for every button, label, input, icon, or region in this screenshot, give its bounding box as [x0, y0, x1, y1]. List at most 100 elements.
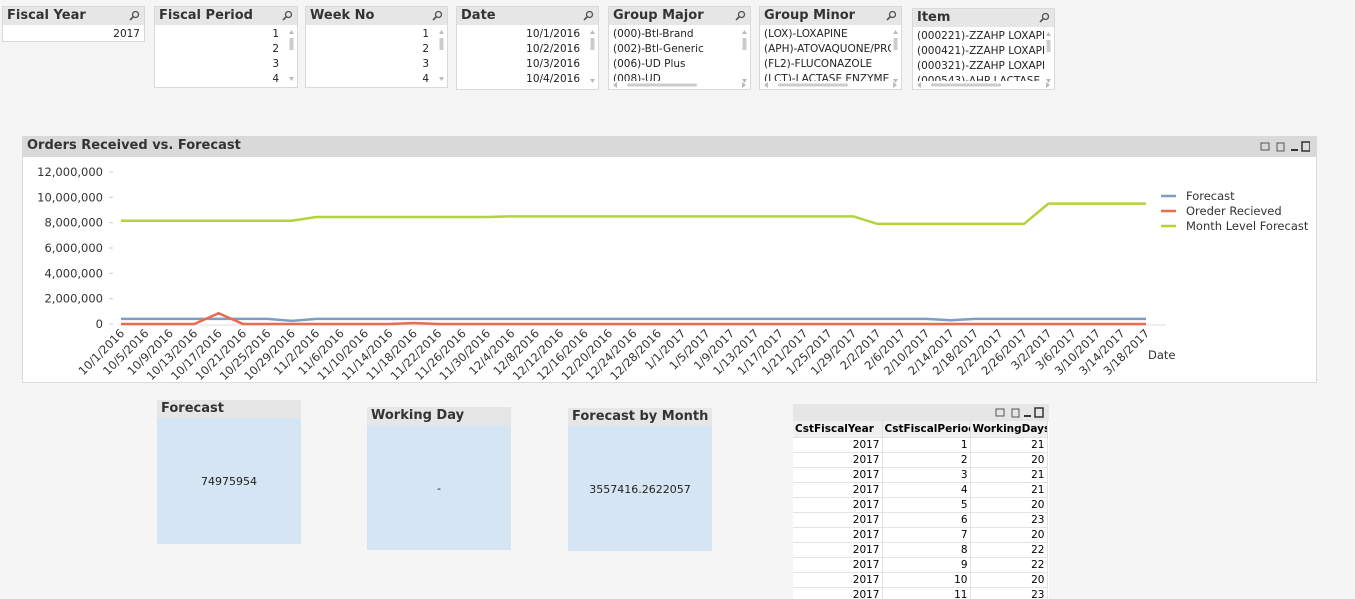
list-box-title: Fiscal Year [7, 8, 86, 23]
table-cell: 7 [882, 527, 971, 543]
list-box-caption: Item [913, 9, 1054, 27]
scrollbar[interactable] [613, 82, 746, 88]
table-row: 2017 11 23 [793, 587, 1048, 599]
list-item[interactable]: 4 [272, 73, 279, 85]
line-series [121, 202, 1146, 226]
scrollbar[interactable] [1045, 31, 1052, 85]
list-item[interactable]: 3 [422, 58, 429, 70]
search-icon[interactable] [735, 10, 746, 21]
text-object-title: Forecast [161, 401, 224, 416]
list-item[interactable]: (000)-Btl-Brand [613, 28, 694, 40]
search-icon[interactable] [129, 10, 140, 21]
list-items: 1 2 3 4 [306, 27, 433, 87]
scroll-arrow [289, 30, 294, 34]
scrollbar[interactable] [764, 82, 897, 88]
list-box-caption: Fiscal Year [3, 7, 144, 25]
table-cell: 2017 [793, 437, 883, 453]
list-box-caption: Fiscal Period [155, 7, 297, 25]
table-cell: 2017 [793, 572, 883, 588]
list-item[interactable]: (008)-UD [613, 73, 661, 81]
scroll-arrow [893, 79, 898, 83]
list-box-title: Date [461, 8, 496, 23]
scrollbar[interactable] [892, 29, 899, 85]
list-box: Group Minor (LOX)-LOXAPINE (APH)-ATOVAQUON… [759, 6, 902, 90]
scroll-arrow [439, 30, 444, 34]
scroll-arrow [613, 82, 617, 88]
scrollbar[interactable] [288, 29, 295, 83]
legend-label: Oreder Recieved [1186, 204, 1282, 218]
list-item[interactable]: 10/2/2016 [526, 43, 580, 55]
icon-part [284, 10, 293, 19]
scroll-arrow [917, 82, 921, 88]
table-row: 2017 7 20 [793, 527, 1048, 543]
list-item[interactable]: (LCT)-LACTASE ENZYME D [764, 73, 891, 81]
list-item[interactable]: (002)-Btl-Generic [613, 43, 704, 55]
list-box-title: Week No [310, 8, 375, 23]
list-item[interactable]: (000543)-AHP LACTASE D [917, 75, 1044, 81]
search-icon[interactable] [282, 10, 293, 21]
scroll-arrow [1046, 32, 1051, 36]
table-cell: 11 [882, 587, 971, 599]
icon-part [886, 15, 892, 21]
list-item[interactable]: (006)-UD Plus [613, 58, 686, 70]
list-item[interactable]: (000321)-ZZAHP LOXAPINE [917, 60, 1044, 72]
caption-icons[interactable] [1260, 141, 1310, 153]
scrollbar[interactable] [589, 29, 596, 85]
scroll-arrow [1046, 79, 1051, 83]
table-cell: 4 [882, 482, 971, 498]
list-item[interactable]: (000221)-ZZAHP LOXAPINE [917, 30, 1044, 42]
legend-label: Forecast [1186, 189, 1235, 203]
table: CstFiscalYear CstFiscalPeriod WorkingDays 2… [793, 421, 1048, 599]
text-object-value: - [437, 482, 441, 495]
list-item[interactable]: 2017 [113, 28, 140, 40]
caption-icons[interactable] [995, 407, 1045, 419]
list-item[interactable]: 2 [272, 43, 279, 55]
list-item[interactable]: 10/1/2016 [526, 28, 580, 40]
legend-label: Month Level Forecast [1186, 219, 1309, 233]
table-row: 2017 8 22 [793, 542, 1048, 558]
table-row: 2017 10 20 [793, 572, 1048, 588]
list-item[interactable]: (LOX)-LOXAPINE [764, 28, 848, 40]
list-item[interactable]: 1 [272, 28, 279, 40]
list-item[interactable]: 3 [272, 58, 279, 70]
table-row: 2017 4 21 [793, 482, 1048, 498]
list-item[interactable]: (FL2)-FLUCONAZOLE [764, 58, 873, 70]
list-item[interactable]: 1 [422, 28, 429, 40]
y-tick-label: 10,000,000 [37, 190, 103, 204]
list-item[interactable]: (APH)-ATOVAQUONE/PRO [764, 43, 891, 55]
text-object-title: Working Day [371, 408, 465, 423]
list-item[interactable]: 2 [422, 43, 429, 55]
list-item[interactable]: 4 [422, 73, 429, 85]
chart: 0 2,000,000 4,000,000 6,000,000 8,000,000 10,… [37, 165, 1309, 382]
column-header[interactable]: CstFiscalPeriod [882, 421, 971, 438]
list-item[interactable]: (000421)-ZZAHP LOXAPINE [917, 45, 1044, 57]
table-cell: 2017 [793, 542, 883, 558]
list-box: Group Major (000)-Btl-Brand (002)-Btl-Gene… [608, 6, 751, 90]
icon-part [1039, 17, 1045, 23]
scroll-thumb [893, 38, 898, 50]
table-cell: 1 [882, 437, 971, 453]
search-icon[interactable] [432, 10, 443, 21]
list-item[interactable]: 10/3/2016 [526, 58, 580, 70]
table-cell: 23 [970, 512, 1048, 528]
icon-part [585, 10, 594, 19]
scrollbar[interactable] [741, 29, 748, 85]
text-object: Working Day - [367, 407, 511, 550]
list-items: (000)-Btl-Brand (002)-Btl-Generic (006)-UD… [609, 27, 740, 81]
list-box: Fiscal Year 2017 [2, 6, 145, 42]
column-header[interactable]: CstFiscalYear [793, 421, 883, 438]
text-object-title: Forecast by Month [572, 409, 709, 424]
scrollbar[interactable] [917, 82, 1050, 88]
text-object: Forecast 74975954 [157, 400, 301, 544]
list-box-caption: Group Major [609, 7, 750, 25]
search-icon[interactable] [583, 10, 594, 21]
list-box-caption: Week No [306, 7, 447, 25]
list-item[interactable]: 10/4/2016 [526, 73, 580, 85]
search-icon[interactable] [1039, 12, 1050, 23]
scroll-arrow [742, 30, 747, 34]
column-header[interactable]: WorkingDays [970, 421, 1048, 438]
chart-object: Orders Received vs. Forecast 0 2,000,000 4… [22, 136, 1317, 383]
scrollbar[interactable] [438, 29, 445, 83]
search-icon[interactable] [886, 10, 897, 21]
table-cell: 22 [970, 557, 1048, 573]
